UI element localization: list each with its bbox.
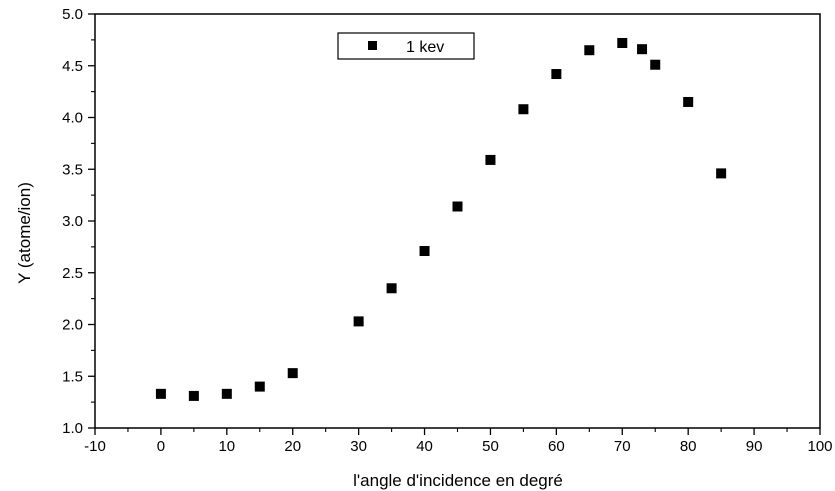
data-point: [650, 59, 661, 70]
data-point: [485, 154, 496, 165]
y-axis-title: Y (atome/ion): [15, 182, 34, 284]
x-tick-label: 70: [614, 438, 631, 455]
y-tick-label: 3.0: [62, 213, 83, 230]
x-axis-title: l'angle d'incidence en degré: [353, 471, 563, 490]
data-point: [716, 168, 727, 179]
x-tick-label: -10: [84, 438, 106, 455]
axis-ticks: -10 0 10 20 30 40 50 60 70 80 90 100 1.0 1.5 2.0 2.5 3.0…: [62, 6, 832, 455]
data-point: [518, 104, 529, 115]
legend-label: 1 kev: [406, 39, 444, 56]
data-point: [188, 390, 199, 401]
y-tick-label: 5.0: [62, 6, 83, 23]
data-point: [683, 96, 694, 107]
data-point: [254, 381, 265, 392]
x-tick-label: 50: [482, 438, 499, 455]
y-tick-label: 4.5: [62, 58, 83, 75]
x-tick-label: 40: [416, 438, 433, 455]
data-point: [287, 368, 298, 379]
y-tick-label: 2.5: [62, 265, 83, 282]
legend-marker: [368, 41, 377, 50]
x-tick-label: 60: [548, 438, 565, 455]
y-tick-label: 1.5: [62, 368, 83, 385]
plot-frame: [94, 13, 821, 429]
data-point: [584, 45, 595, 56]
x-tick-label: 10: [218, 438, 235, 455]
x-tick-label: 0: [157, 438, 165, 455]
y-tick-label: 3.5: [62, 161, 83, 178]
data-point: [452, 201, 463, 212]
data-point: [221, 388, 232, 399]
legend: 1 kev: [337, 32, 475, 60]
x-tick-label: 20: [284, 438, 301, 455]
x-tick-label: 90: [746, 438, 763, 455]
data-point: [386, 283, 397, 294]
y-tick-label: 4.0: [62, 110, 83, 127]
data-point: [353, 316, 364, 327]
x-tick-label: 100: [807, 438, 832, 455]
x-tick-label: 30: [350, 438, 367, 455]
data-points: [155, 37, 727, 401]
data-point: [637, 44, 648, 55]
y-tick-label: 2.0: [62, 317, 83, 334]
legend-box: [337, 32, 475, 60]
data-point: [419, 246, 430, 257]
data-point: [551, 69, 562, 80]
x-tick-label: 80: [680, 438, 697, 455]
data-point: [155, 388, 166, 399]
data-point: [617, 37, 628, 48]
y-tick-label: 1.0: [62, 420, 83, 437]
